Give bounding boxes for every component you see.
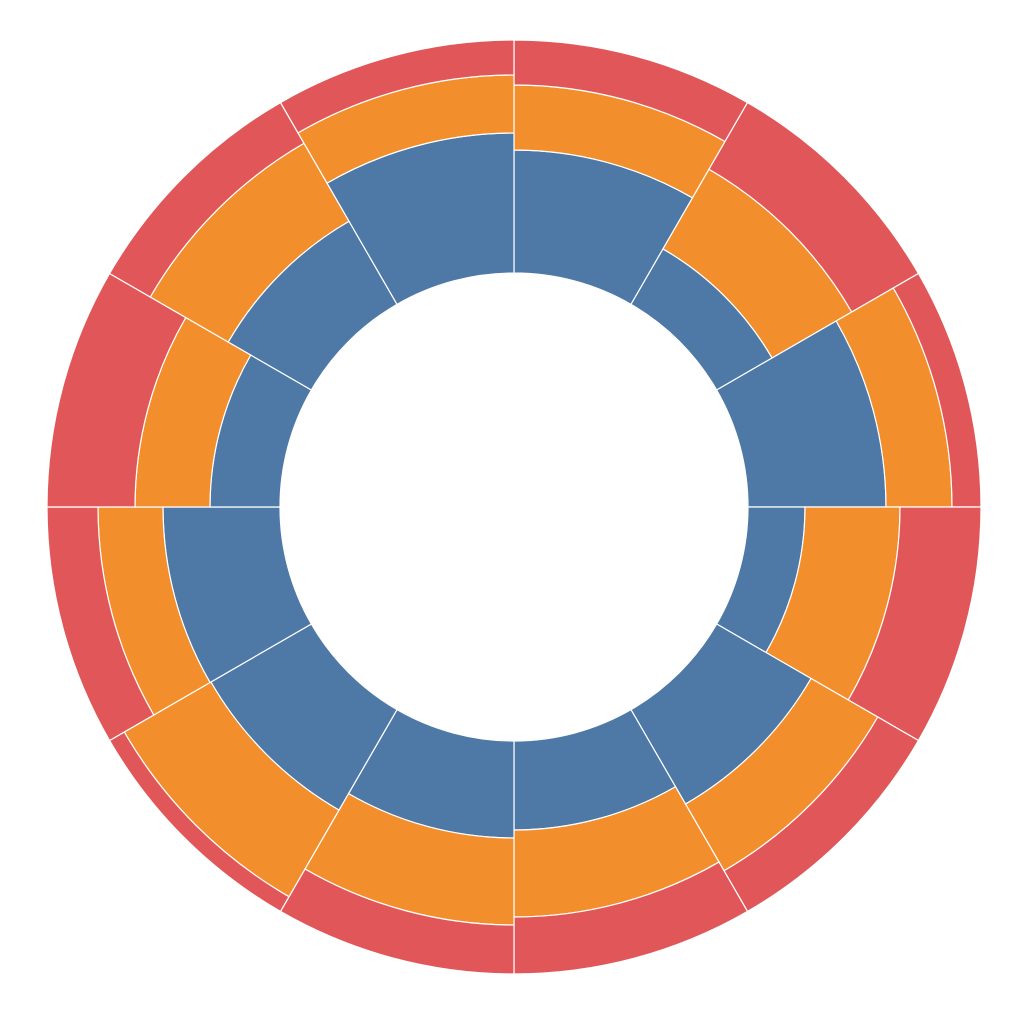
bar-segment [279,39,515,134]
